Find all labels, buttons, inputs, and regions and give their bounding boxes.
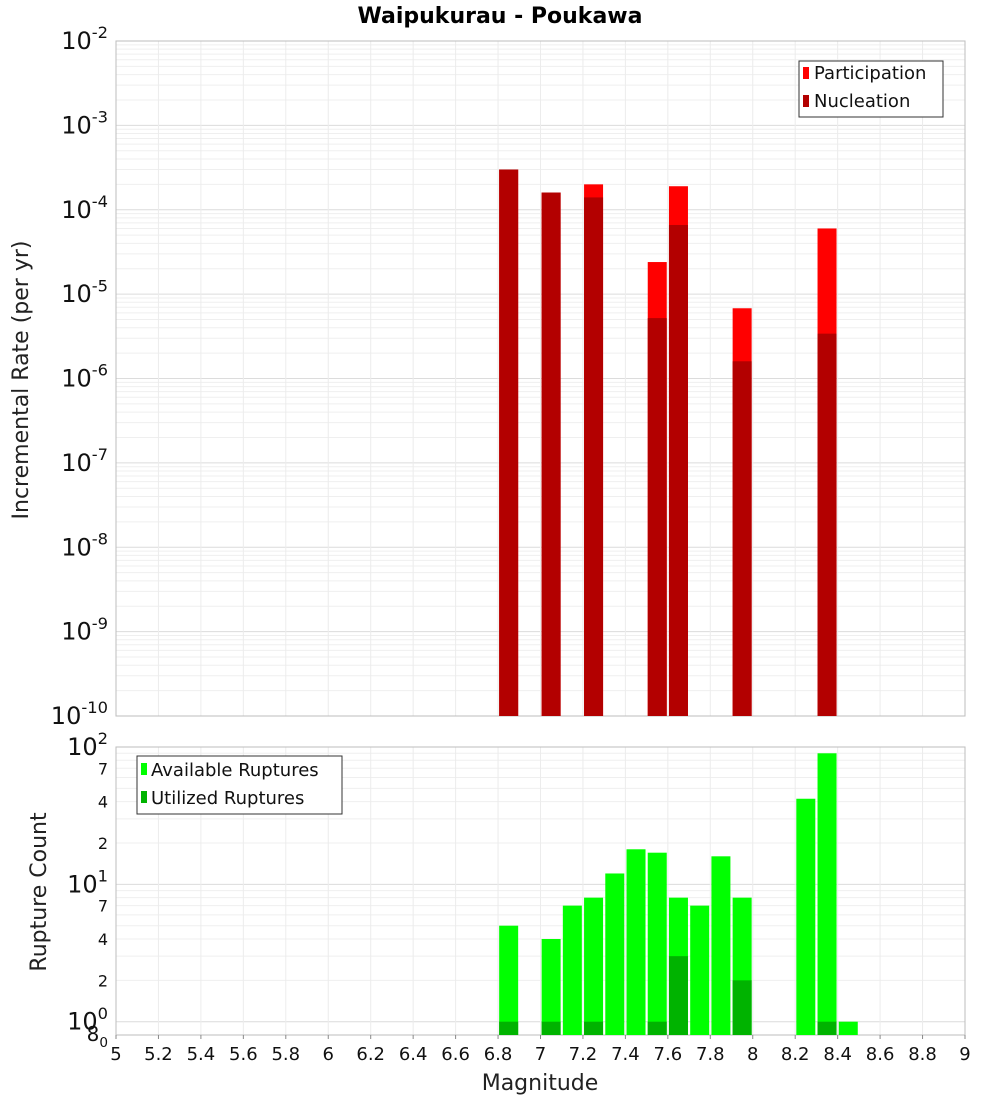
x-tick-label: 6.2 — [356, 1044, 385, 1065]
available-bar — [690, 905, 710, 1035]
x-tick-label: 8.2 — [781, 1044, 810, 1065]
bottom-y-tick-label: 100 — [67, 1004, 108, 1036]
x-tick-label: 5.6 — [229, 1044, 258, 1065]
nucleation-bar — [732, 361, 752, 716]
bottom-y-tick-label: 4 — [98, 793, 108, 812]
top-y-tick-label: 10-10 — [51, 698, 108, 730]
available-bar — [647, 852, 667, 1035]
available-bar — [499, 925, 519, 1035]
available-bar — [796, 798, 816, 1035]
nucleation-bar — [584, 197, 604, 717]
top-plot-frame — [115, 40, 966, 717]
available-bar — [562, 905, 582, 1035]
top-y-axis-label: Incremental Rate (per yr) — [9, 241, 34, 520]
legend-swatch-participation — [803, 67, 809, 79]
available-bar — [605, 873, 625, 1035]
x-tick-label: 6.8 — [484, 1044, 513, 1065]
x-tick-label: 9 — [959, 1044, 970, 1065]
x-tick-label: 8.4 — [823, 1044, 852, 1065]
top-legend: Participation Nucleation — [798, 60, 944, 118]
available-bar — [584, 897, 604, 1035]
available-bar — [711, 856, 731, 1035]
x-tick-label: 7.6 — [654, 1044, 683, 1065]
nucleation-bar — [668, 224, 688, 716]
x-tick-label: 8 — [747, 1044, 758, 1065]
bottom-legend-box — [136, 755, 343, 815]
utilized-bar — [732, 980, 752, 1035]
legend-label-nucleation: Nucleation — [814, 91, 910, 112]
x-tick-label: 6 — [323, 1044, 334, 1065]
bottom-y-tick-label: 2 — [98, 971, 108, 990]
x-tick-label: 5.8 — [271, 1044, 300, 1065]
legend-swatch-available — [141, 763, 147, 775]
bottom-y-tick-label: 4 — [98, 930, 108, 949]
x-tick-label: 6.4 — [399, 1044, 428, 1065]
utilized-bar — [541, 1021, 561, 1035]
x-tick-label: 5.4 — [187, 1044, 216, 1065]
x-tick-label: 7 — [535, 1044, 546, 1065]
top-y-tick-label: 10-3 — [61, 108, 108, 140]
nucleation-bar — [499, 169, 519, 716]
bottom-y-tick-label: 102 — [67, 729, 108, 761]
legend-label-utilized: Utilized Ruptures — [151, 788, 304, 809]
available-bar — [817, 753, 837, 1035]
top-legend-box — [798, 60, 944, 118]
x-tick-label: 6.6 — [441, 1044, 470, 1065]
top-panel: 10-10 10-9 10-8 10-7 10-6 10-5 10-4 10-3 10-2 In… — [9, 23, 966, 730]
bottom-y-axis-label: Rupture Count — [27, 812, 52, 972]
x-tick-label: 8.6 — [866, 1044, 895, 1065]
x-tick-labels: 5 5.2 5.4 5.6 5.8 6 6.2 6.4 6.6 6.8 7 7.2 7.4 7.6 7.8 8… — [110, 1035, 971, 1065]
utilized-bar — [499, 1021, 519, 1035]
x-tick-label: 7.4 — [611, 1044, 640, 1065]
x-axis-label: Magnitude — [482, 1071, 599, 1096]
bottom-y-tick-label: 80 — [87, 1022, 108, 1051]
x-tick-label: 8.8 — [908, 1044, 937, 1065]
bottom-y-tick-label: 7 — [98, 759, 108, 778]
bottom-bars — [499, 753, 858, 1035]
top-y-tick-label: 10-6 — [61, 361, 108, 393]
x-tick-label: 5 — [110, 1044, 121, 1065]
utilized-bar — [817, 1021, 837, 1035]
top-y-tick-labels: 10-10 10-9 10-8 10-7 10-6 10-5 10-4 10-3 10-2 — [51, 23, 108, 730]
nucleation-bar — [541, 192, 561, 717]
utilized-bar — [668, 956, 688, 1035]
top-y-tick-label: 10-5 — [61, 276, 108, 308]
legend-swatch-nucleation — [803, 95, 809, 107]
top-bars — [499, 169, 837, 717]
utilized-bar — [647, 1021, 667, 1035]
legend-label-participation: Participation — [814, 63, 926, 84]
top-y-tick-label: 10-9 — [61, 614, 108, 646]
nucleation-bar — [817, 333, 837, 716]
bottom-y-tick-label: 7 — [98, 897, 108, 916]
x-tick-label: 5.2 — [144, 1044, 173, 1065]
nucleation-bar — [647, 318, 667, 716]
top-y-tick-label: 10-7 — [61, 445, 108, 477]
top-y-tick-label: 10-4 — [61, 192, 108, 224]
chart-title: Waipukurau - Poukawa — [358, 4, 643, 29]
available-bar — [541, 939, 561, 1035]
available-bar — [838, 1021, 858, 1035]
bottom-legend: Available Ruptures Utilized Ruptures — [136, 755, 343, 815]
bottom-y-tick-label: 101 — [67, 867, 108, 899]
top-y-tick-label: 10-8 — [61, 529, 108, 561]
available-bar — [626, 849, 646, 1035]
bottom-y-tick-label: 2 — [98, 834, 108, 853]
x-tick-label: 7.2 — [569, 1044, 598, 1065]
legend-label-available: Available Ruptures — [151, 760, 319, 781]
legend-swatch-utilized — [141, 791, 147, 803]
top-y-tick-label: 10-2 — [61, 23, 108, 55]
x-tick-label: 7.8 — [696, 1044, 725, 1065]
top-grid — [115, 41, 966, 717]
utilized-bar — [584, 1021, 604, 1035]
